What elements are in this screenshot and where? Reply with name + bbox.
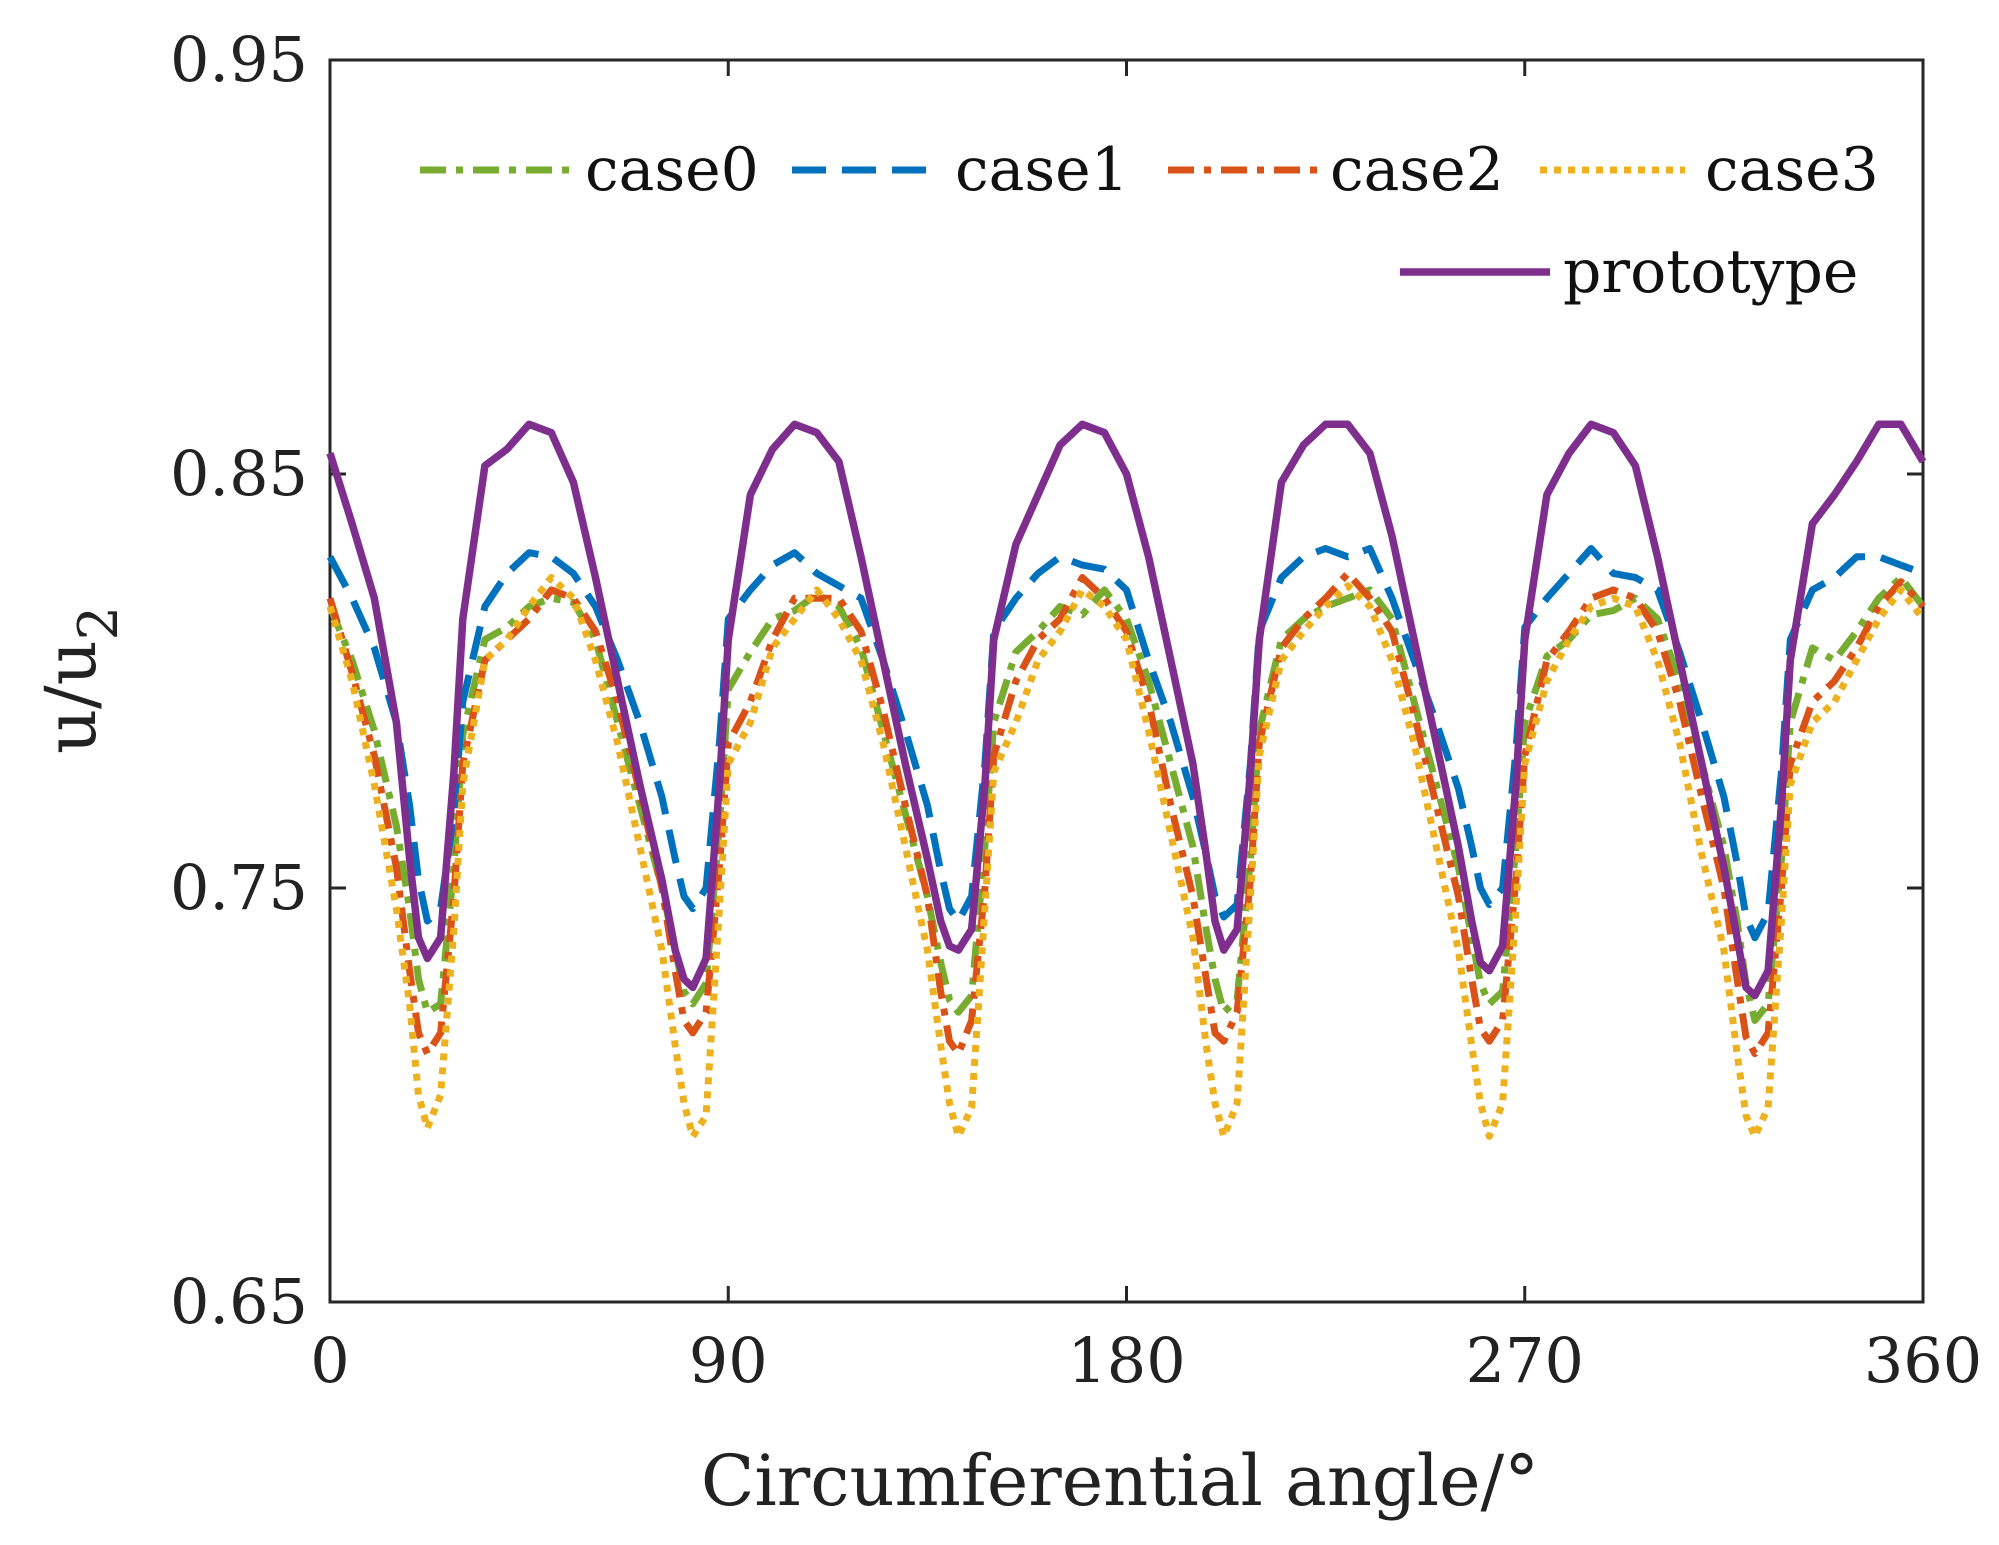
series-lines [326, 420, 1927, 1140]
series-line-case3 [326, 574, 1926, 1140]
x-tick-label: 360 [1864, 1324, 1982, 1397]
legend-label-case2: case2 [1330, 135, 1504, 205]
x-axis-label: Circumferential angle/° [701, 1440, 1539, 1522]
legend: case0 case1 case2 case3 prototype [420, 135, 1879, 307]
series-line-case2 [326, 569, 1926, 1058]
y-tick-label: 0.95 [170, 23, 308, 96]
y-axis-label: u/u2 [30, 606, 130, 754]
x-tick-label: 180 [1067, 1324, 1185, 1397]
y-axis-label-base: u/u [30, 640, 112, 754]
x-tick-label: 270 [1466, 1324, 1584, 1397]
x-tick-label: 90 [689, 1324, 768, 1397]
tick-labels: 0 90 180 270 360 0.65 0.75 0.85 0.95 [170, 23, 1982, 1397]
series-line-case0 [326, 574, 1926, 1024]
axes [328, 58, 1925, 1304]
series-line-prototype [326, 420, 1927, 1000]
y-tick-label: 0.85 [170, 437, 308, 510]
x-tick-label: 0 [310, 1324, 349, 1397]
y-tick-label: 0.65 [170, 1265, 308, 1338]
y-axis-label-subscript: 2 [67, 606, 130, 640]
series-line-case1 [326, 545, 1925, 942]
legend-label-case3: case3 [1705, 135, 1879, 205]
legend-label-prototype: prototype [1563, 237, 1858, 307]
y-tick-label: 0.75 [170, 851, 308, 924]
legend-label-case0: case0 [585, 135, 759, 205]
legend-label-case1: case1 [955, 135, 1129, 205]
